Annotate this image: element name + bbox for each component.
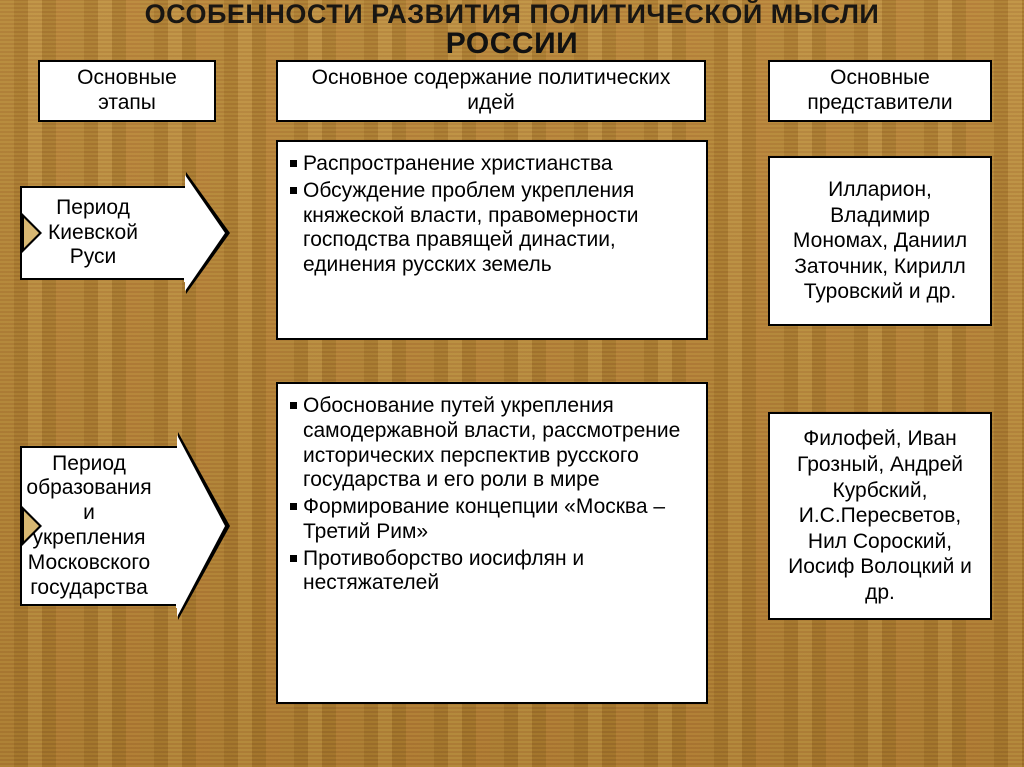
header-representatives: Основные представители [768, 60, 992, 122]
content-bullet-item: Распространение христианства [290, 152, 696, 177]
bullet-icon [290, 555, 297, 562]
stage-arrow-1: Период Киевской Руси [20, 186, 188, 280]
bullet-icon [290, 187, 297, 194]
reps-box-1: Илларион, Владимир Мономах, Даниил Заточ… [768, 156, 992, 326]
stage-arrow-2: Период образования и укрепления Московск… [20, 446, 180, 606]
stage-label-2: Период образования и укрепления Московск… [26, 452, 152, 601]
header-stages: Основные этапы [38, 60, 216, 122]
stage-label-1: Период Киевской Руси [26, 196, 160, 270]
page-title: ОСОБЕННОСТИ РАЗВИТИЯ ПОЛИТИЧЕСКОЙ МЫСЛИ … [0, 0, 1024, 60]
bullet-icon [290, 503, 297, 510]
content-box-2: Обоснование путей укрепления самодержавн… [276, 382, 708, 704]
title-line-1: ОСОБЕННОСТИ РАЗВИТИЯ ПОЛИТИЧЕСКОЙ МЫСЛИ [0, 0, 1024, 28]
bullet-icon [290, 402, 297, 409]
content-bullet-item: Обсуждение проблем укрепления княжеской … [290, 179, 696, 278]
content-bullet-item: Обоснование путей укрепления самодержавн… [290, 394, 696, 493]
content-bullet-item: Противоборство иосифлян и нестяжателей [290, 547, 696, 597]
content-bullet-text: Распространение христианства [303, 152, 613, 177]
content-bullet-item: Формирование концепции «Москва – Третий … [290, 495, 696, 545]
title-line-2: РОССИИ [0, 28, 1024, 60]
content-bullet-text: Обсуждение проблем укрепления княжеской … [303, 179, 696, 278]
header-content: Основное содержание политических идей [276, 60, 706, 122]
content-bullet-text: Противоборство иосифлян и нестяжателей [303, 547, 696, 597]
content-bullet-text: Формирование концепции «Москва – Третий … [303, 495, 696, 545]
content-box-1: Распространение христианстваОбсуждение п… [276, 140, 708, 340]
content-bullet-text: Обоснование путей укрепления самодержавн… [303, 394, 696, 493]
reps-box-2: Филофей, Иван Грозный, Андрей Курбский, … [768, 412, 992, 620]
bullet-icon [290, 160, 297, 167]
